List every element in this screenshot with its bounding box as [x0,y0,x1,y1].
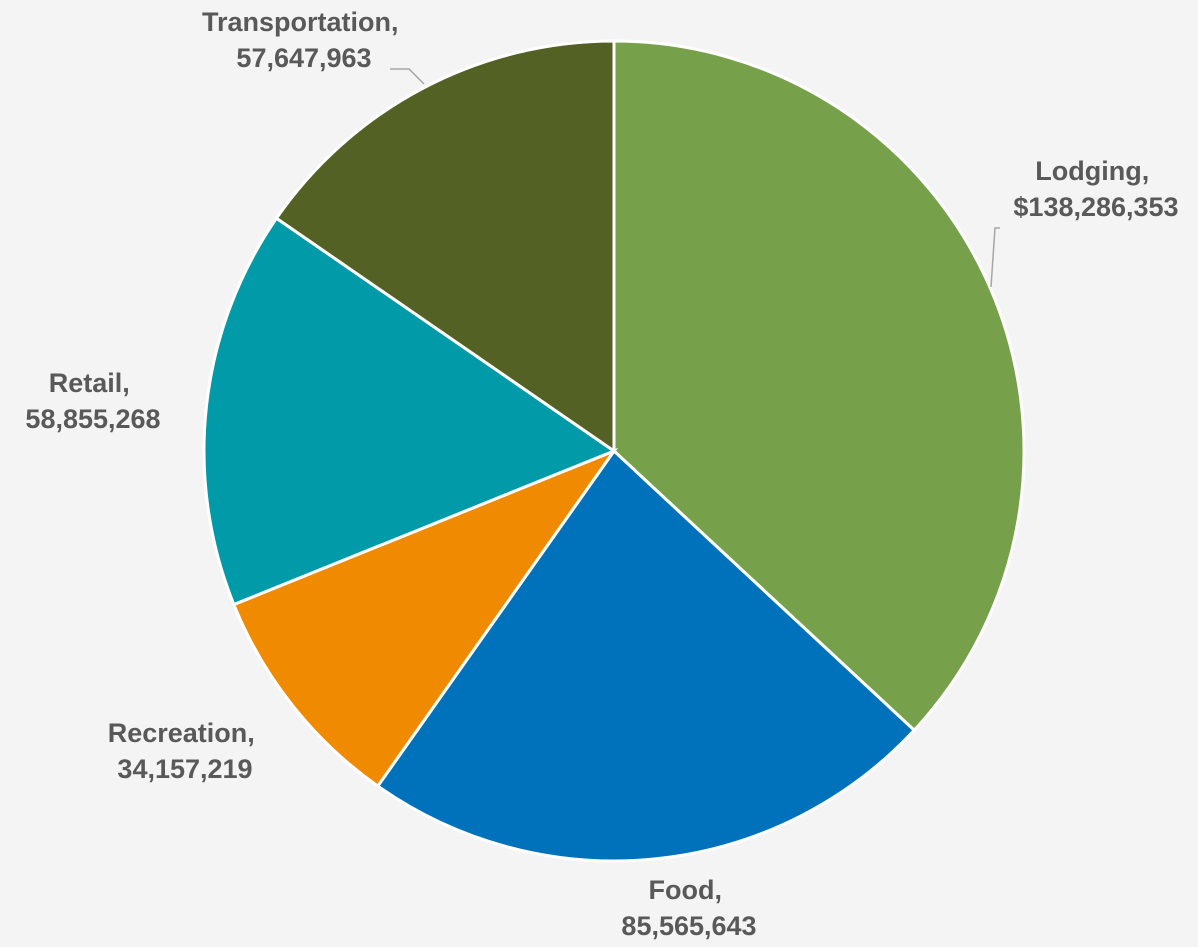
pie-slice-transportation [274,39,616,454]
data-label-food-category: Food, [649,875,722,905]
data-label-recreation: Recreation, 34,157,219 [108,718,263,784]
data-label-food-value: 85,565,643 [621,911,756,941]
leader-line-lodging [990,227,1000,288]
data-label-retail-value: 58,855,268 [25,404,160,434]
data-label-transportation-value: 57,647,963 [236,43,371,73]
data-label-food: Food, 85,565,643 [621,875,756,941]
data-label-retail: Retail, 58,855,268 [25,368,160,434]
data-label-lodging-value: $138,286,353 [1013,192,1178,222]
data-label-recreation-category: Recreation, [108,718,255,748]
pie-slice-lodging [612,39,1026,733]
pie-slice-food [375,448,917,863]
data-label-transportation-category: Transportation, [202,7,399,37]
data-label-lodging: Lodging, $138,286,353 [1013,156,1178,222]
data-label-transportation: Transportation, 57,647,963 [202,7,406,73]
data-labels: Lodging, $138,286,353 Food, 85,565,643 R… [25,7,1178,941]
data-label-retail-category: Retail, [49,368,130,398]
pie-slices [202,39,1026,863]
pie-slice-recreation [231,447,619,789]
leader-lines [390,68,1000,288]
leader-line-transportation [390,68,425,85]
pie-slice-retail [202,216,618,607]
data-label-lodging-category: Lodging, [1035,156,1149,186]
data-label-recreation-value: 34,157,219 [117,754,252,784]
